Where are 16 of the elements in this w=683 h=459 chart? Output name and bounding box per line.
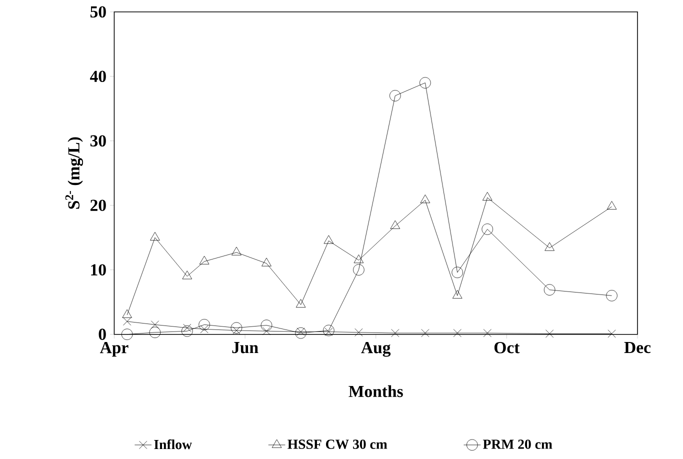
x-tick-label: Jun bbox=[232, 342, 258, 354]
y-tick-label: 50 bbox=[90, 6, 106, 18]
x-axis-title: Months bbox=[348, 385, 403, 398]
x-tick-label: Aug bbox=[361, 342, 391, 357]
y-tick-label: 40 bbox=[90, 70, 106, 82]
legend-label: PRM 20 cm bbox=[482, 440, 552, 449]
y-tick-label: 10 bbox=[91, 264, 106, 276]
y-axis-title: S$^{2-}$ (mg/L) bbox=[65, 137, 84, 209]
y-tick-label: 20 bbox=[90, 200, 106, 212]
legend-label: HSSF CW 30 cm bbox=[288, 440, 388, 450]
x-tick-label: Oct bbox=[494, 342, 520, 354]
x-tick-label: Apr bbox=[100, 342, 128, 357]
legend-label: Inflow bbox=[154, 439, 192, 450]
x-tick-label: Dec bbox=[624, 342, 651, 354]
y-tick-label: 0 bbox=[98, 328, 106, 340]
y-tick-label: 30 bbox=[90, 135, 106, 147]
